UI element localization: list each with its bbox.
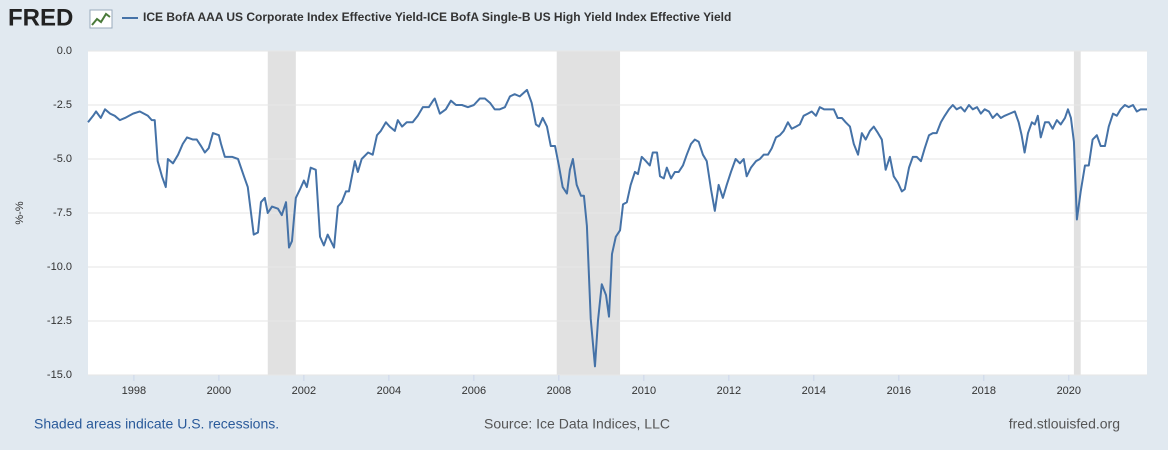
x-tick-label: 2006 [462,385,486,397]
legend-label: ICE BofA AAA US Corporate Index Effectiv… [143,10,731,24]
y-tick-label: -7.5 [53,207,72,219]
x-tick-label: 2020 [1057,385,1081,397]
logo: FRED [8,4,73,31]
x-tick-label: 2000 [207,385,231,397]
y-tick-label: -12.5 [47,315,72,327]
x-tick-label: 2014 [802,385,826,397]
x-tick-label: 2004 [377,385,401,397]
x-tick-label: 2018 [972,385,996,397]
source: Source: Ice Data Indices, LLC [484,416,670,432]
x-tick-label: 2010 [632,385,656,397]
x-tick-label: 2012 [717,385,741,397]
x-tick-label: 2008 [547,385,571,397]
y-tick-label: 0.0 [57,45,72,57]
y-tick-label: -5.0 [53,153,72,165]
series-line [87,88,1147,368]
y-tick-label: -15.0 [47,369,72,381]
recession-note: Shaded areas indicate U.S. recessions. [34,416,279,432]
site: fred.stlouisfed.org [1009,416,1120,432]
x-tick-label: 2002 [292,385,316,397]
y-axis-label: %-% [14,201,26,224]
y-tick-label: -2.5 [53,99,72,111]
y-tick-label: -10.0 [47,261,72,273]
x-tick-label: 1998 [122,385,146,397]
x-tick-label: 2016 [887,385,911,397]
logo-icon [89,9,113,29]
